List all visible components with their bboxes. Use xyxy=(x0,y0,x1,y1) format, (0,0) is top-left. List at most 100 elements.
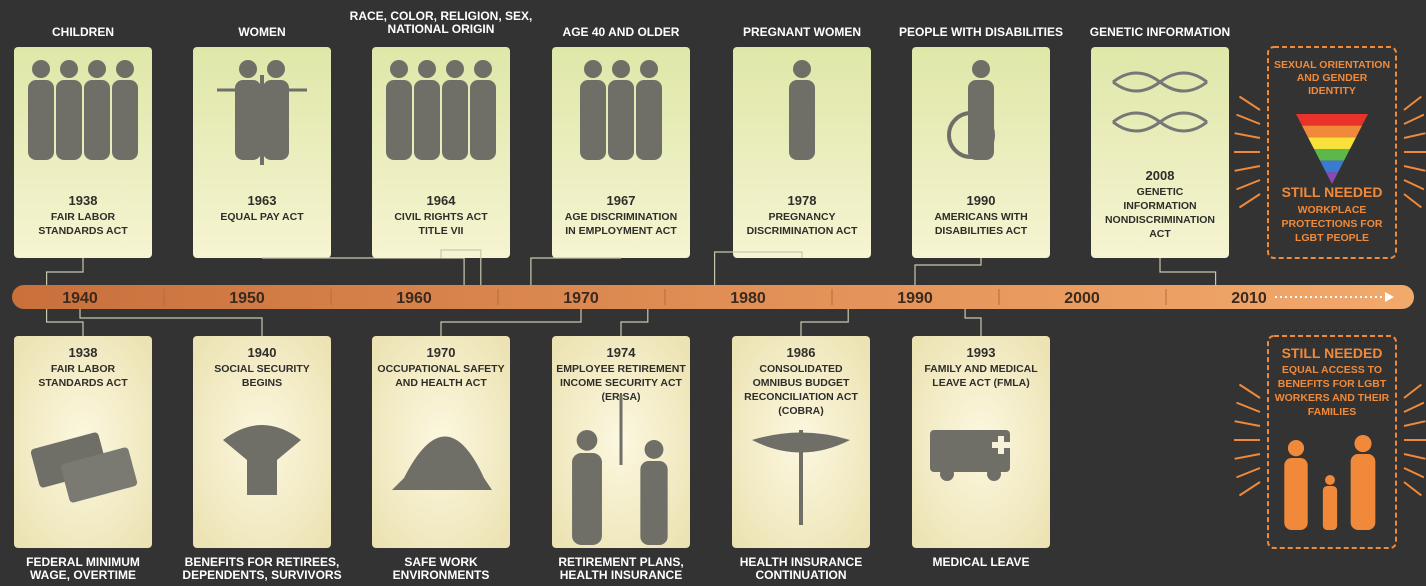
caption: ENVIRONMENTS xyxy=(393,568,490,582)
rainbow-stripe xyxy=(1308,137,1356,149)
icon xyxy=(572,453,602,545)
icon xyxy=(112,80,138,160)
caption: HEALTH INSURANCE xyxy=(560,568,682,582)
icon xyxy=(386,80,412,160)
icon xyxy=(32,60,50,78)
infographic: 19401950196019701980199020002010CHILDREN… xyxy=(0,0,1426,586)
icon xyxy=(580,80,606,160)
burst-ray xyxy=(1404,468,1424,477)
rainbow-stripe xyxy=(1320,161,1344,173)
burst-ray xyxy=(1239,97,1260,110)
timeline-year: 1970 xyxy=(563,290,599,307)
icon xyxy=(446,60,464,78)
event-title: AGE DISCRIMINATION xyxy=(565,211,677,223)
connector xyxy=(80,309,262,336)
burst-ray xyxy=(1404,180,1424,189)
rainbow-stripe xyxy=(1314,149,1350,161)
connector xyxy=(47,258,83,285)
event-title: DISABILITIES ACT xyxy=(935,225,1028,237)
icon-group xyxy=(580,60,662,160)
timeline-year: 1940 xyxy=(62,290,98,307)
burst-ray xyxy=(1404,194,1421,207)
event-title: AMERICANS WITH xyxy=(934,211,1027,223)
event-title: OMNIBUS BUDGET xyxy=(753,377,850,389)
burst-ray xyxy=(1235,166,1260,171)
event-title: FAMILY AND MEDICAL xyxy=(924,363,1038,375)
burst-ray xyxy=(1404,454,1425,459)
icon xyxy=(414,80,440,160)
event-year: 1986 xyxy=(787,345,816,360)
icon xyxy=(608,80,634,160)
top-card xyxy=(1091,47,1229,258)
burst-ray xyxy=(1235,454,1260,459)
connector xyxy=(1160,258,1216,285)
event-year: 1990 xyxy=(967,193,996,208)
caption: RETIREMENT PLANS, xyxy=(558,555,683,569)
timeline-year: 1980 xyxy=(730,290,766,307)
event-title: NONDISCRIMINATION xyxy=(1105,214,1215,226)
event-year: 1993 xyxy=(967,345,996,360)
timeline-year: 1950 xyxy=(229,290,265,307)
burst-ray xyxy=(1404,385,1421,398)
icon xyxy=(474,60,492,78)
event-title: SOCIAL SECURITY xyxy=(214,363,309,375)
icon xyxy=(1351,454,1376,530)
event-title: OCCUPATIONAL SAFETY xyxy=(377,363,504,375)
event-title: STANDARDS ACT xyxy=(38,377,128,389)
connector xyxy=(47,309,83,336)
burst-ray xyxy=(1404,133,1425,138)
category-header: NATIONAL ORIGIN xyxy=(388,22,495,36)
future-detail: EQUAL ACCESS TO xyxy=(1282,364,1382,376)
icon xyxy=(60,60,78,78)
event-year: 1970 xyxy=(427,345,456,360)
event-title: RECONCILIATION ACT xyxy=(744,391,858,403)
icon xyxy=(1288,440,1304,456)
rainbow-stripe xyxy=(1326,172,1338,184)
future-detail: WORKPLACE xyxy=(1298,204,1367,216)
caption: SAFE WORK xyxy=(404,555,478,569)
burst-ray xyxy=(1404,421,1425,426)
icon xyxy=(239,60,257,78)
event-title: FAIR LABOR xyxy=(51,211,116,223)
icon xyxy=(418,60,436,78)
event-title: (COBRA) xyxy=(778,405,824,417)
connector xyxy=(531,258,621,285)
icon xyxy=(645,440,664,459)
event-year: 1964 xyxy=(427,193,457,208)
icon xyxy=(972,60,990,78)
timeline-year: 1960 xyxy=(396,290,432,307)
event-title: PREGNANCY xyxy=(768,211,835,223)
event-title: CONSOLIDATED xyxy=(759,363,843,375)
event-title: EQUAL PAY ACT xyxy=(220,211,304,223)
burst-ray xyxy=(1239,385,1260,398)
future-title: SEXUAL ORIENTATION xyxy=(1274,59,1390,71)
category-header: GENETIC INFORMATION xyxy=(1090,25,1230,39)
rainbow-stripe xyxy=(1296,114,1368,126)
icon xyxy=(84,80,110,160)
timeline-year: 2010 xyxy=(1231,290,1267,307)
event-title: LEAVE ACT (FMLA) xyxy=(932,377,1029,389)
burst-ray xyxy=(1236,403,1260,412)
event-year: 1938 xyxy=(69,193,98,208)
burst-ray xyxy=(1236,115,1260,124)
icon xyxy=(577,430,598,451)
icon xyxy=(88,60,106,78)
event-title: FAIR LABOR xyxy=(51,363,116,375)
icon xyxy=(470,80,496,160)
event-year: 1938 xyxy=(69,345,98,360)
future-detail: BENEFITS FOR LGBT xyxy=(1278,378,1387,390)
burst-ray xyxy=(1239,194,1260,207)
burst-ray xyxy=(1404,403,1424,412)
event-title: AND HEALTH ACT xyxy=(395,377,487,389)
future-detail: LGBT PEOPLE xyxy=(1295,232,1369,244)
burst-ray xyxy=(1404,115,1424,124)
icon xyxy=(1325,475,1335,485)
icon xyxy=(584,60,602,78)
future-title: IDENTITY xyxy=(1308,85,1356,97)
icon xyxy=(1354,435,1371,452)
future-status: STILL NEEDED xyxy=(1282,345,1383,361)
icon xyxy=(390,60,408,78)
rainbow-stripe xyxy=(1302,126,1362,138)
timeline-year: 1990 xyxy=(897,290,933,307)
event-title: ACT xyxy=(1149,228,1171,240)
